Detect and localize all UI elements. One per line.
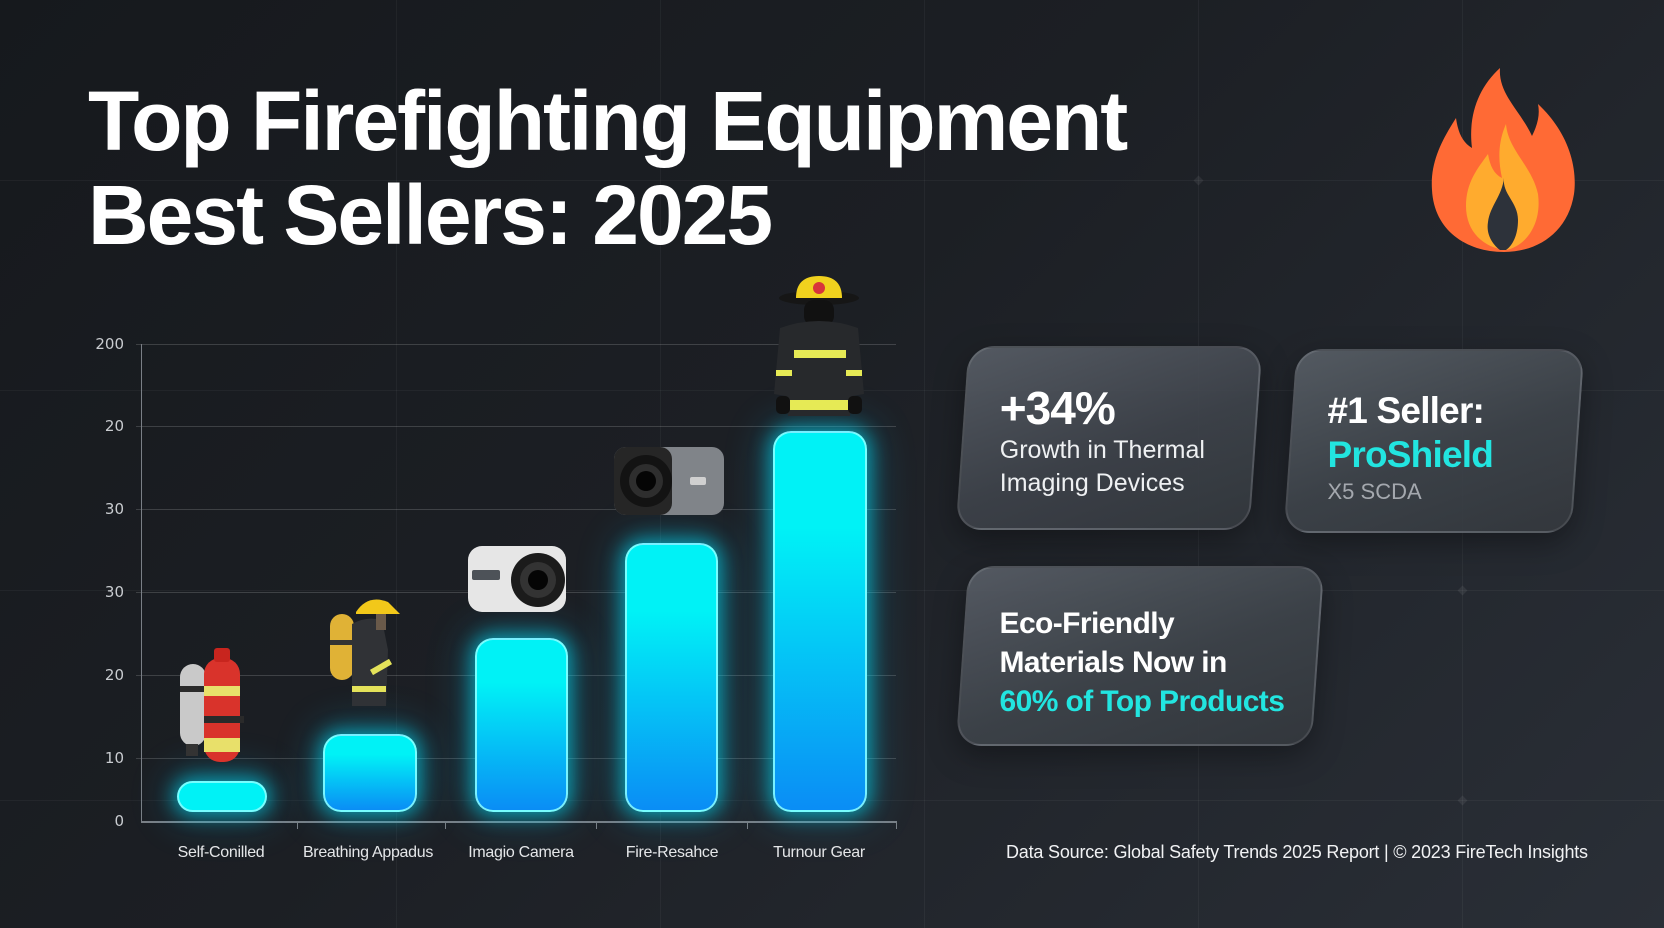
y-tick-label: 200: [95, 335, 124, 353]
x-tick: [596, 821, 597, 829]
stat-card-thermal-growth: +34% Growth in Thermal Imaging Devices: [955, 346, 1263, 530]
gridline: [136, 426, 896, 427]
y-tick-label: 0: [114, 812, 124, 830]
x-tick: [896, 821, 897, 829]
seller-heading: #1 Seller:: [1327, 390, 1485, 431]
bar-turnout-gear[interactable]: [773, 431, 867, 812]
y-tick-label: 10: [104, 749, 124, 767]
x-tick: [747, 821, 748, 829]
gridline: [136, 509, 896, 510]
x-label: Imagio Camera: [468, 844, 574, 861]
page-title: Top Firefighting Equipment Best Sellers:…: [88, 74, 1128, 262]
stat-card-top-seller: #1 Seller: ProShield X5 SCDA: [1283, 349, 1585, 533]
bar-imaging-camera[interactable]: [475, 638, 568, 812]
seller-brand: ProShield: [1327, 434, 1494, 475]
gridline: [136, 344, 896, 345]
eco-text-line: Eco-Friendly: [999, 607, 1175, 640]
bar-fire-resistance[interactable]: [625, 542, 718, 812]
y-tick-label: 20: [104, 417, 124, 435]
scba-cylinder-icon: [180, 648, 244, 762]
seller-model: X5 SCDA: [1327, 479, 1422, 504]
y-tick-label: 30: [104, 583, 124, 601]
title-line-1: Top Firefighting Equipment: [88, 74, 1128, 168]
bar-self-contained[interactable]: [177, 781, 267, 812]
x-label: Fire-Resahce: [625, 844, 719, 861]
x-label: Self-Conilled: [177, 844, 265, 861]
title-line-2: Best Sellers: 2025: [88, 168, 773, 262]
x-axis: [141, 821, 897, 823]
x-label: Breathing Appadus: [302, 844, 434, 861]
white-thermal-camera-icon: [468, 546, 566, 612]
eco-highlight: 60% of Top Products: [999, 685, 1285, 718]
data-source-footer: Data Source: Global Safety Trends 2025 R…: [1006, 842, 1588, 862]
y-axis: [141, 344, 142, 822]
y-tick-label: 30: [104, 500, 124, 518]
x-tick: [445, 821, 446, 829]
bar-breathing-apparatus[interactable]: [323, 733, 417, 812]
stat-card-eco-materials: Eco-Friendly Materials Now in 60% of Top…: [955, 566, 1325, 746]
stat-description-line: Imaging Devices: [999, 469, 1185, 497]
eco-text-line: Materials Now in: [999, 646, 1227, 679]
flame-icon: [1431, 68, 1575, 252]
y-tick-label: 20: [104, 666, 124, 684]
x-label: Turnour Gear: [773, 844, 865, 861]
x-tick: [297, 821, 298, 829]
bar-chart: 0 10 20 30 30 20 200 Self-Conilled Breat…: [95, 276, 897, 861]
gray-thermal-camera-icon: [614, 447, 724, 515]
stat-description-line: Growth in Thermal: [999, 436, 1205, 464]
firefighter-with-air-tank-icon: [330, 599, 400, 706]
turnout-gear-firefighter-icon: [774, 276, 864, 416]
stat-value: +34%: [999, 382, 1115, 434]
